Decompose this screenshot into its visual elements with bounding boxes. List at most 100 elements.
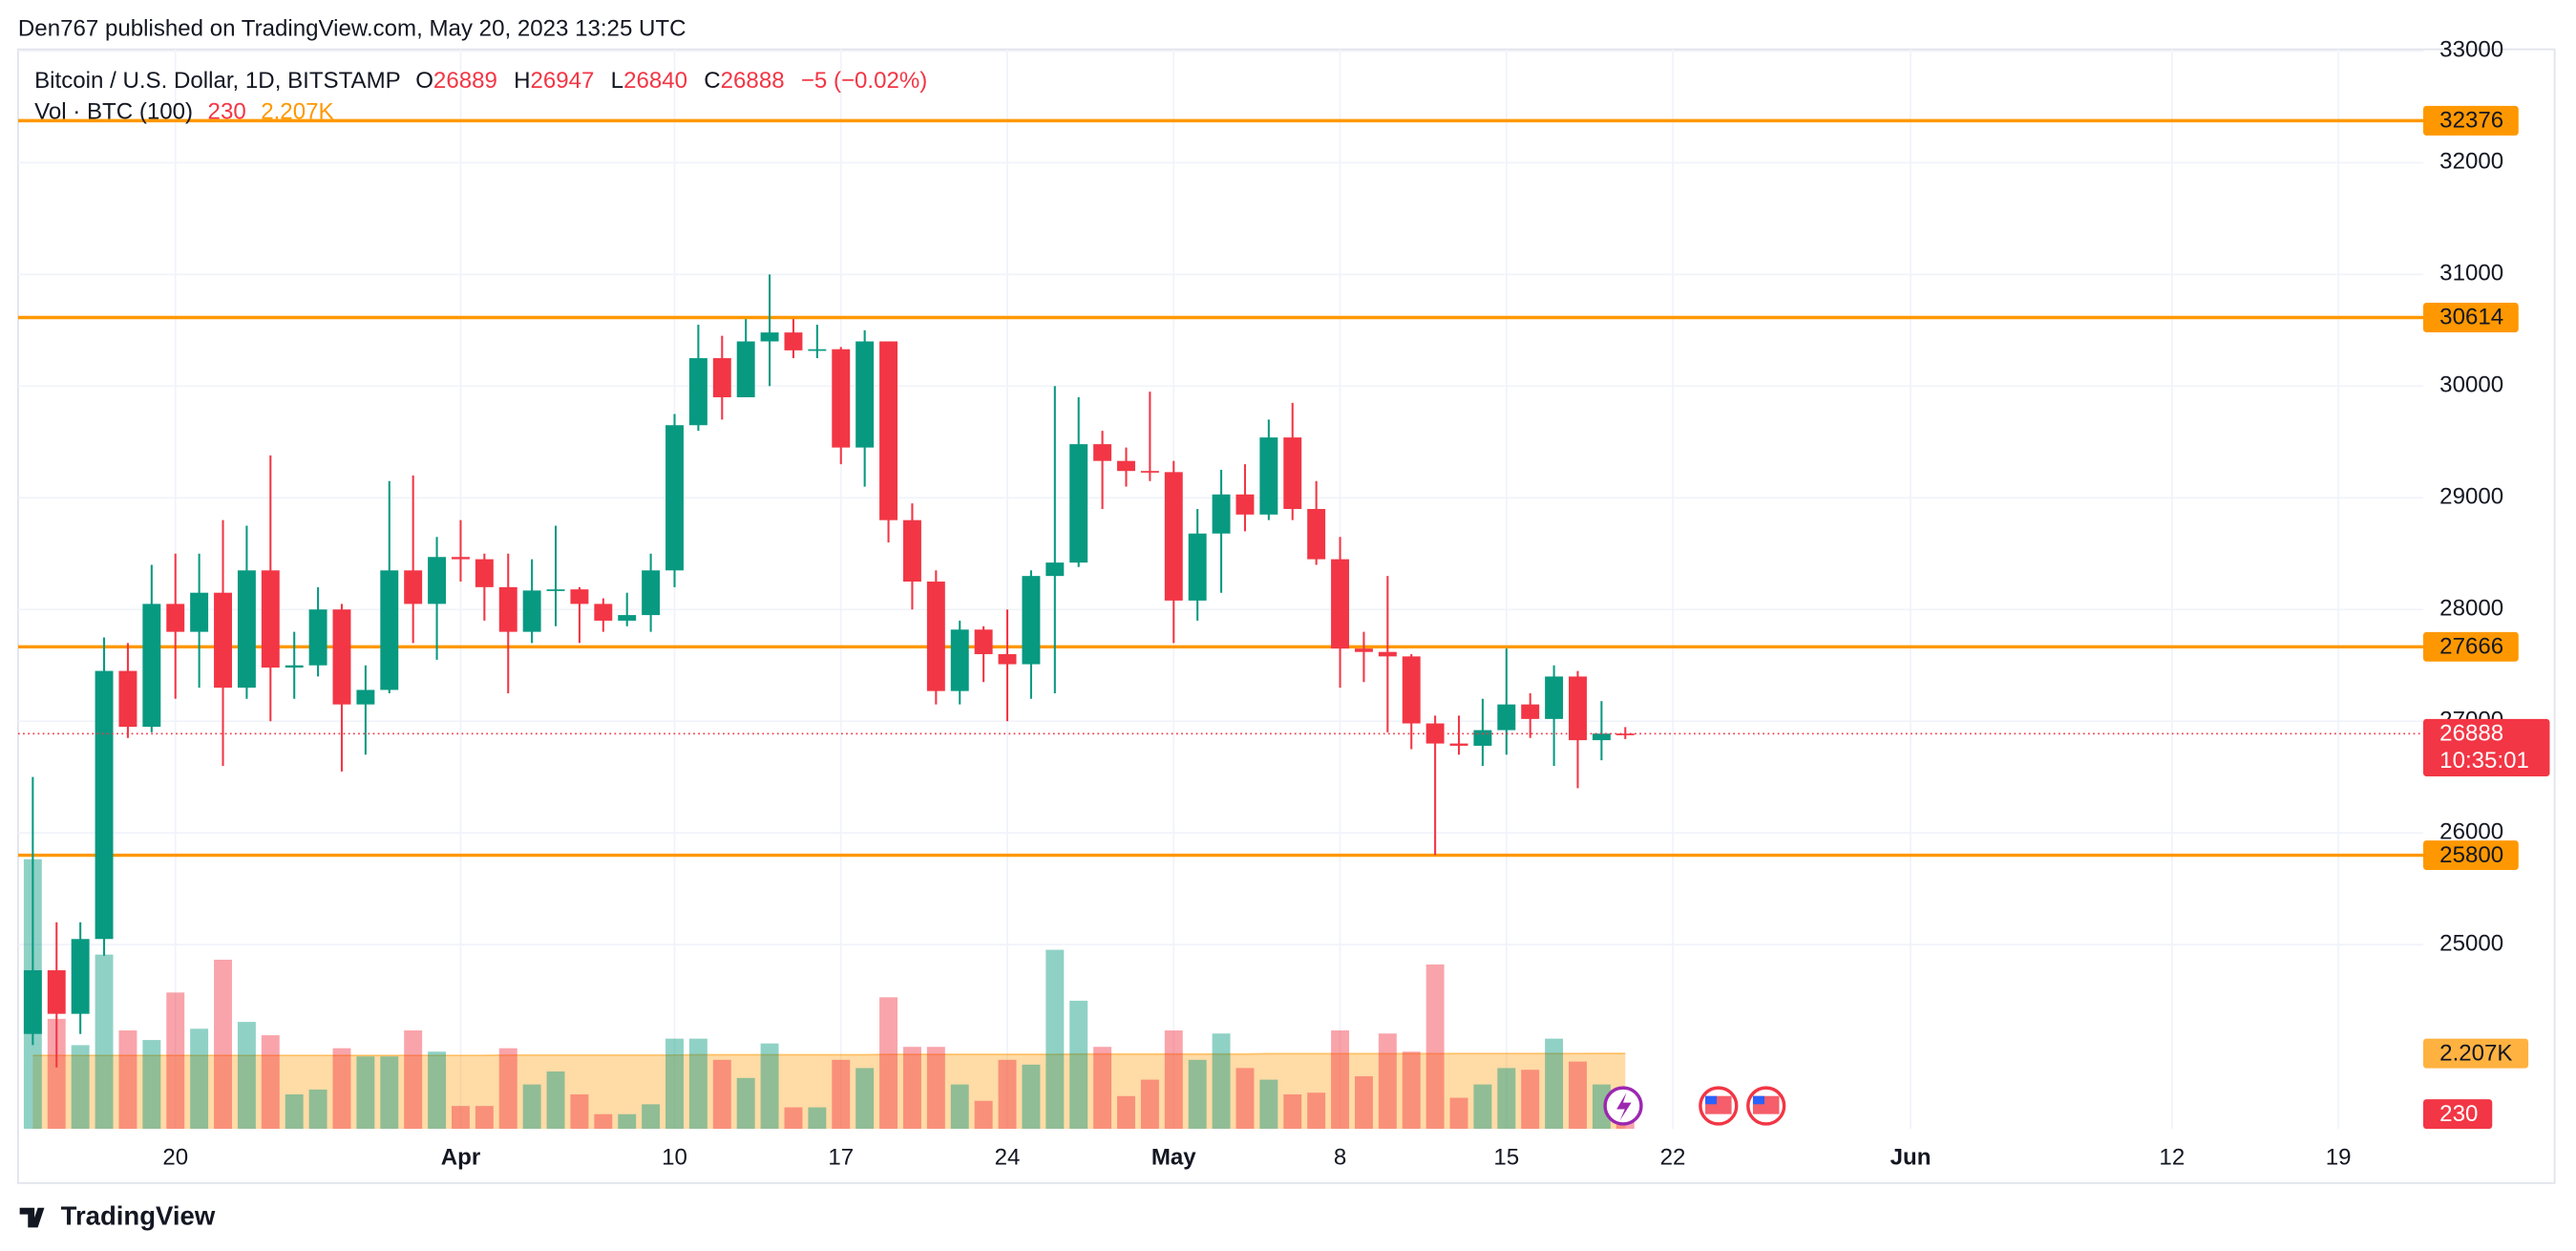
volume-bar — [1093, 1047, 1112, 1130]
candle-body — [1283, 437, 1302, 509]
volume-bar — [1473, 1084, 1492, 1130]
candle-body — [95, 670, 114, 940]
x-tick-label: 12 — [2159, 1144, 2185, 1170]
volume-bar — [1069, 1000, 1088, 1130]
candle-body — [142, 604, 161, 728]
candle-body — [71, 939, 90, 1014]
volume-label-bg — [2422, 1099, 2493, 1130]
level-label: 32376 — [2439, 108, 2503, 134]
volume-bar — [308, 1089, 327, 1130]
candle-body — [261, 570, 280, 668]
volume-label: 230 — [2439, 1101, 2478, 1127]
plot — [17, 118, 2423, 1130]
volume-bar — [1331, 1030, 1350, 1130]
candle-body — [1022, 576, 1041, 665]
candle-body — [902, 519, 921, 582]
candle-body — [1069, 444, 1088, 563]
volume-bar — [712, 1059, 731, 1130]
ohlc-key: C — [704, 68, 720, 94]
volume-bar — [285, 1093, 304, 1130]
volume-bar — [760, 1043, 779, 1130]
volume-bar — [832, 1059, 851, 1130]
volume-bar — [47, 1018, 66, 1130]
candle-body — [736, 341, 755, 397]
candle-body — [570, 589, 589, 604]
price-label-bg — [2422, 718, 2550, 777]
publisher: Den767 published on TradingView.com, May… — [18, 15, 686, 41]
candle-body — [1545, 676, 1564, 719]
volume-bar — [618, 1113, 637, 1130]
level-label-bg — [2422, 302, 2519, 332]
volume-bar — [1164, 1030, 1183, 1130]
x-tick-label: 22 — [1660, 1144, 1686, 1170]
candle-body — [618, 615, 637, 621]
candle-body — [1449, 743, 1468, 746]
candle-body — [308, 609, 327, 666]
candle-body — [1164, 472, 1183, 601]
candle-body — [118, 670, 137, 728]
level-label-bg — [2422, 631, 2519, 662]
volume-ma-label: 2.207K — [2439, 1040, 2512, 1066]
symbol-title: Bitcoin / U.S. Dollar, 1D, BITSTAMP — [34, 68, 401, 94]
x-tick-label: 20 — [162, 1144, 188, 1170]
candle-body — [237, 570, 256, 689]
volume-bar — [166, 992, 185, 1130]
volume-bar — [1569, 1061, 1587, 1130]
volume-bar — [1140, 1079, 1159, 1130]
volume-bar — [1497, 1068, 1516, 1130]
ohlc-value: 26888 — [721, 68, 785, 94]
volume-bar — [902, 1047, 921, 1130]
y-tick-label: 31000 — [2439, 261, 2503, 286]
volume-bar — [332, 1048, 351, 1130]
countdown: 10:35:01 — [2439, 748, 2529, 774]
y-tick-label: 28000 — [2439, 596, 2503, 622]
candle-body — [1402, 656, 1421, 724]
volume-bar — [879, 997, 898, 1130]
logo-mark — [19, 1207, 45, 1228]
candle-body — [832, 349, 851, 448]
volume-bar — [1212, 1033, 1231, 1130]
y-tick-label: 33000 — [2439, 37, 2503, 63]
candle-body — [1117, 460, 1135, 472]
candle-body — [1045, 562, 1065, 577]
volume-bar — [642, 1104, 661, 1130]
candle-body — [879, 341, 898, 520]
volume-bar — [736, 1077, 755, 1130]
volume-bar — [356, 1056, 375, 1130]
candle-body — [594, 604, 613, 621]
candle-body — [1473, 730, 1492, 746]
volume-bar — [214, 959, 232, 1130]
candle-body — [1497, 704, 1516, 731]
symbol-legend: Bitcoin / U.S. Dollar, 1D, BITSTAMP O2688… — [34, 68, 927, 94]
level-label: 25800 — [2439, 842, 2503, 868]
volume-bar — [594, 1113, 613, 1130]
candle-body — [1569, 676, 1587, 741]
candle-body — [1354, 648, 1373, 652]
x-tick-label: 19 — [2326, 1144, 2352, 1170]
ohlc-value: 26889 — [433, 68, 497, 94]
volume-bar — [1117, 1095, 1135, 1130]
x-tick-label: 24 — [995, 1144, 1021, 1170]
x-tick-label: May — [1151, 1144, 1196, 1170]
volume-bar — [784, 1107, 803, 1130]
volume-bar — [1259, 1079, 1278, 1130]
candle-body — [47, 970, 66, 1014]
y-tick-label: 26000 — [2439, 819, 2503, 845]
volume-bar — [1425, 964, 1445, 1130]
volume-ma-line — [32, 1052, 1626, 1057]
volume-bar — [1521, 1070, 1540, 1130]
candle-body — [950, 629, 969, 691]
x-tick-label: Apr — [441, 1144, 480, 1170]
candle-body — [1521, 704, 1540, 719]
volume-bar — [237, 1022, 256, 1130]
lightning-glyph — [1616, 1092, 1632, 1121]
volume-bar — [570, 1093, 589, 1130]
ohlc-key: H — [514, 68, 530, 94]
volume-bar — [665, 1038, 684, 1130]
y-tick-label: 29000 — [2439, 484, 2503, 510]
level-label: 30614 — [2439, 305, 2503, 330]
candle-body — [855, 341, 875, 448]
candle-body — [1378, 651, 1397, 657]
volume-bar — [1545, 1038, 1564, 1130]
candle-body — [214, 592, 232, 689]
